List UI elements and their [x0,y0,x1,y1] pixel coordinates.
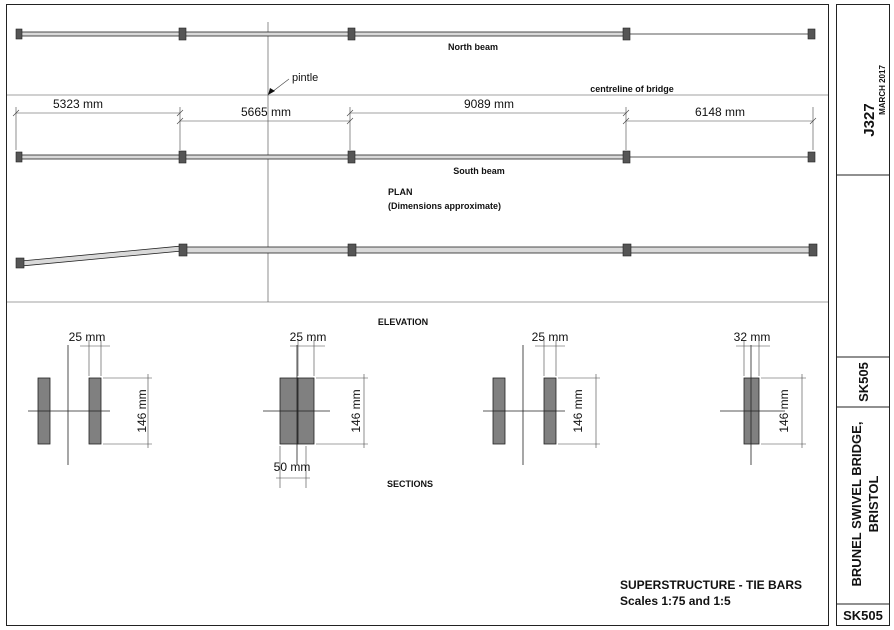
section-height-label: 146 mm [135,389,149,432]
pintle-leader [271,78,290,93]
dimension-label: 5323 mm [53,97,103,111]
centreline-label: centreline of bridge [590,84,674,94]
section-overall-width-label: 50 mm [274,460,311,474]
south-beam-label: South beam [453,166,505,176]
sheet-reference: SK505 [856,362,871,402]
section-3 [483,340,600,465]
south-beam [15,150,816,164]
project-code: J327 [861,103,878,136]
drawing-caption-scales: Scales 1:75 and 1:5 [620,594,731,608]
section-height-label: 146 mm [571,389,585,432]
drawing-frame [6,4,829,626]
section-height-label: 146 mm [349,389,363,432]
north-beam-label: North beam [448,42,498,52]
drawing-caption-title: SUPERSTRUCTURE - TIE BARS [620,578,802,592]
pintle-arrowhead [268,88,275,95]
section-width-label: 25 mm [290,330,327,344]
dimension-label: 9089 mm [464,97,514,111]
section-4 [720,340,806,465]
section-width-label: 25 mm [69,330,106,344]
project-name-line-2: BRISTOL [866,476,881,533]
sheet-reference-bottom: SK505 [843,608,883,623]
section-width-label: 32 mm [734,330,771,344]
section-width-label: 25 mm [532,330,569,344]
project-name-line-1: BRUNEL SWIVEL BRIDGE, [849,422,864,587]
section-height-label: 146 mm [777,389,791,432]
title-block-frame [836,4,890,626]
pintle-label: pintle [292,72,318,84]
plan-dimension-lines [12,107,817,150]
section-1 [28,340,152,465]
sections-heading: SECTIONS [387,479,433,489]
elevation-heading: ELEVATION [378,317,428,327]
elevation-tie-bar [15,243,818,269]
dimension-label: 5665 mm [241,105,291,119]
section-2 [263,340,368,488]
drawing-date: MARCH 2017 [878,65,887,115]
north-beam [15,27,816,41]
plan-subheading: (Dimensions approximate) [388,201,501,211]
plan-heading: PLAN [388,187,413,197]
dimension-label: 6148 mm [695,105,745,119]
